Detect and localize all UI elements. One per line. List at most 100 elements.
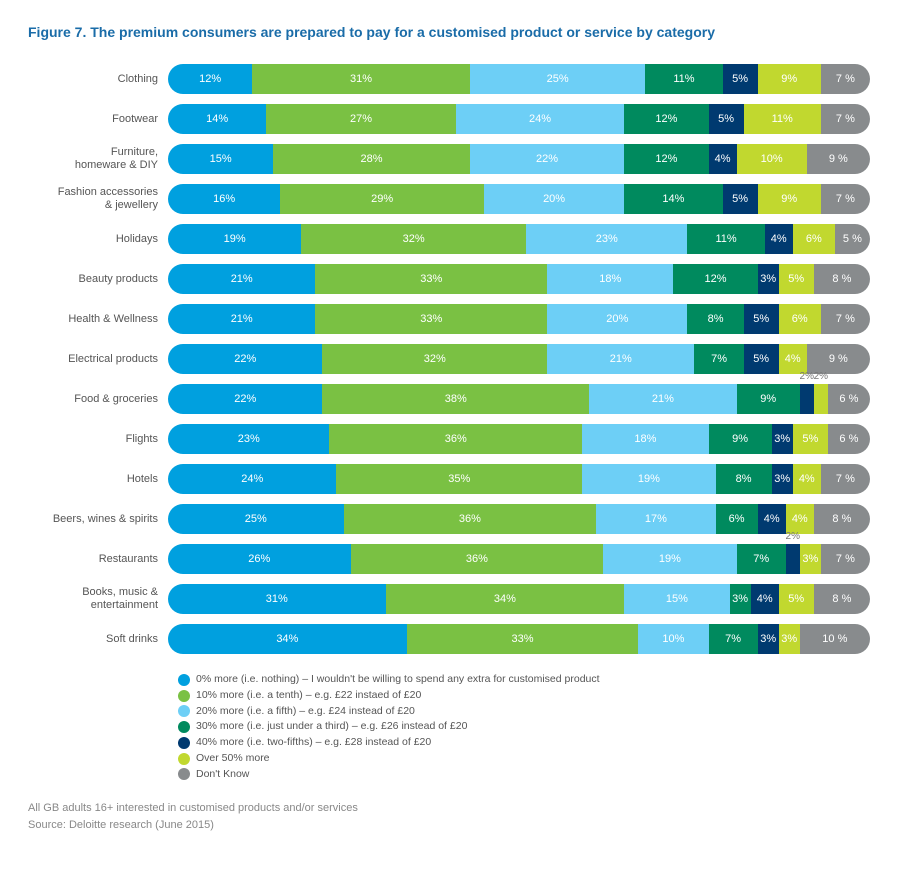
bar-segment: 10% [638, 624, 708, 654]
segment-label: 5% [802, 433, 818, 445]
stacked-bar: 31%34%15%3%4%5%8 % [168, 584, 870, 614]
segment-label: 8% [736, 473, 752, 485]
segment-label: 31% [266, 593, 288, 605]
segment-label: 5% [718, 113, 734, 125]
bar-segment: 6% [793, 224, 835, 254]
segment-label: 16% [213, 193, 235, 205]
chart-row: Holidays19%32%23%11%4%6%5 % [28, 224, 870, 254]
bar-segment: 23% [526, 224, 687, 254]
segment-label: 32% [403, 233, 425, 245]
segment-label: 36% [459, 513, 481, 525]
bar-segment: 33% [315, 304, 547, 334]
segment-label: 8 % [832, 273, 851, 285]
segment-label: 18% [599, 273, 621, 285]
bar-segment: 2% [800, 384, 814, 414]
bar-segment: 5% [744, 304, 779, 334]
segment-label: 6% [729, 513, 745, 525]
row-label: Health & Wellness [28, 313, 168, 326]
bar-segment: 21% [168, 304, 315, 334]
stacked-bar: 23%36%18%9%3%5%6 % [168, 424, 870, 454]
segment-label: 26% [248, 553, 270, 565]
chart-row: Electrical products22%32%21%7%5%4%9 % [28, 344, 870, 374]
bar-segment: 3% [758, 624, 779, 654]
legend-swatch [178, 705, 190, 717]
row-label: Beers, wines & spirits [28, 513, 168, 526]
segment-label: 3% [774, 433, 790, 445]
stacked-bar: 21%33%18%12%3%5%8 % [168, 264, 870, 294]
segment-label: 10% [662, 633, 684, 645]
legend-item: Over 50% more [178, 751, 870, 767]
segment-label: 14% [662, 193, 684, 205]
segment-label: 20% [606, 313, 628, 325]
segment-label: 27% [350, 113, 372, 125]
legend-label: 10% more (i.e. a tenth) – e.g. £22 insta… [196, 688, 421, 704]
bar-segment: 7 % [821, 64, 870, 94]
bar-segment: 35% [336, 464, 582, 494]
segment-label: 15% [666, 593, 688, 605]
segment-label: 9 % [829, 153, 848, 165]
bar-segment: 6% [779, 304, 821, 334]
segment-label: 32% [424, 353, 446, 365]
bar-segment: 4% [779, 344, 807, 374]
footnote-sample: All GB adults 16+ interested in customis… [28, 800, 870, 817]
bar-segment: 31% [168, 584, 386, 614]
segment-label-above: 2% [800, 371, 814, 382]
stacked-bar: 25%36%17%6%4%4%8 % [168, 504, 870, 534]
bar-segment: 5% [793, 424, 828, 454]
legend-swatch [178, 737, 190, 749]
row-label: Soft drinks [28, 633, 168, 646]
bar-segment: 4% [758, 504, 786, 534]
row-label: Footwear [28, 113, 168, 126]
legend-label: 20% more (i.e. a fifth) – e.g. £24 inste… [196, 704, 415, 720]
segment-label: 9% [732, 433, 748, 445]
segment-label: 5% [788, 273, 804, 285]
footnote: All GB adults 16+ interested in customis… [28, 800, 870, 833]
segment-label: 7% [711, 353, 727, 365]
stacked-bar: 16% 29% 20% 14% 5% 9%7 % [168, 184, 870, 214]
bar-segment: 25% [168, 504, 344, 534]
bar-segment: 15% [624, 584, 729, 614]
bar-segment: 5% [744, 344, 779, 374]
row-label: Holidays [28, 233, 168, 246]
chart-row: Books, music &entertainment31%34%15%3%4%… [28, 584, 870, 614]
segment-label: 17% [645, 513, 667, 525]
bar-segment: 34% [386, 584, 625, 614]
legend-label: Don't Know [196, 767, 249, 783]
legend-label: 0% more (i.e. nothing) – I wouldn't be w… [196, 672, 600, 688]
chart-row: Food & groceries22%38%21%9%2%2%6 % [28, 384, 870, 414]
bar-segment: 21% [168, 264, 315, 294]
legend-swatch [178, 674, 190, 686]
segment-label: 21% [231, 313, 253, 325]
legend-item: 10% more (i.e. a tenth) – e.g. £22 insta… [178, 688, 870, 704]
segment-label: 5% [732, 73, 748, 85]
bar-segment: 5% [779, 584, 814, 614]
segment-label: 25% [547, 73, 569, 85]
segment-label: 19% [659, 553, 681, 565]
chart-row: Soft drinks34%33%10%7%3%3%10 % [28, 624, 870, 654]
bar-segment: 8 % [814, 584, 870, 614]
bar-segment: 11% [645, 64, 722, 94]
legend-swatch [178, 690, 190, 702]
segment-label: 5% [788, 593, 804, 605]
bar-segment: 23% [168, 424, 329, 454]
chart-title: Figure 7. The premium consumers are prep… [28, 24, 870, 40]
segment-label: 12% [705, 273, 727, 285]
bar-segment: 9% [758, 184, 821, 214]
segment-label: 22% [536, 153, 558, 165]
segment-label: 20% [543, 193, 565, 205]
segment-label: 7 % [836, 313, 855, 325]
segment-label: 4% [764, 513, 780, 525]
segment-label: 10 % [822, 633, 847, 645]
bar-segment: 32% [322, 344, 547, 374]
row-label: Clothing [28, 73, 168, 86]
bar-segment: 7 % [821, 184, 870, 214]
stacked-bar: 12%31%25%11%5%9%7 % [168, 64, 870, 94]
bar-segment: 8 % [814, 504, 870, 534]
segment-label: 5% [732, 193, 748, 205]
bar-segment: 3% [772, 424, 793, 454]
bar-segment: 7% [709, 624, 758, 654]
segment-label: 23% [238, 433, 260, 445]
segment-label: 12% [655, 113, 677, 125]
bar-segment: 22% [168, 384, 322, 414]
segment-label: 29% [371, 193, 393, 205]
